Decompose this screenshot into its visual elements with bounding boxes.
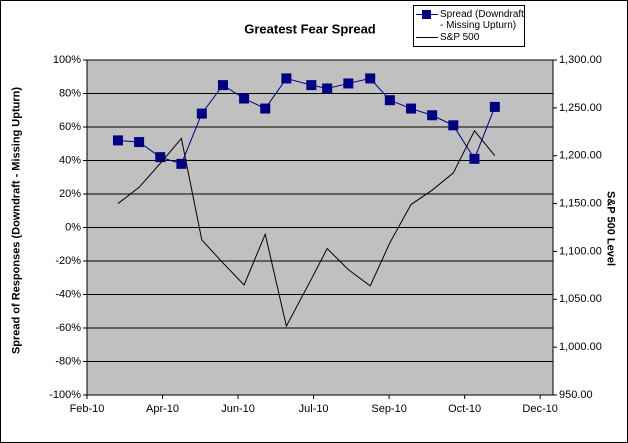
legend-swatch <box>416 10 438 19</box>
x-tick-label: Jun-10 <box>221 403 255 415</box>
x-tick-label: Sep-10 <box>371 403 406 415</box>
y-tick-label: 60% <box>59 121 81 133</box>
y2-tick-label: 1,000.00 <box>559 341 602 353</box>
data-marker <box>112 135 123 146</box>
legend-label: S&P 500 <box>440 32 480 43</box>
x-tick-label: Dec-10 <box>522 403 557 415</box>
legend: Spread (Downdraft - Missing Upturn) S&P 5… <box>413 5 525 47</box>
series-line <box>117 129 496 328</box>
data-marker <box>469 153 480 164</box>
data-marker <box>406 103 417 114</box>
y2-tick-label: 1,150.00 <box>559 197 602 209</box>
y2-tick-label: 1,300.00 <box>559 54 602 66</box>
data-marker <box>155 152 166 163</box>
x-tick-label: Oct-10 <box>448 403 481 415</box>
y-tick-label: -80% <box>55 355 81 367</box>
y-tick-label: 80% <box>59 87 81 99</box>
legend-item: Spread (Downdraft - Missing Upturn) <box>414 9 524 31</box>
data-marker <box>489 101 500 112</box>
data-marker <box>448 120 459 131</box>
data-marker <box>260 103 271 114</box>
data-marker <box>281 73 292 84</box>
y-tick-label: 20% <box>59 188 81 200</box>
y2-tick-label: 1,250.00 <box>559 102 602 114</box>
y-tick-label: -60% <box>55 322 81 334</box>
data-marker <box>217 80 228 91</box>
x-tick-label: Apr-10 <box>146 403 179 415</box>
chart-title: Greatest Fear Spread <box>244 21 376 36</box>
x-tick-label: Feb-10 <box>70 403 105 415</box>
y-tick-label: 100% <box>53 54 81 66</box>
y-tick-label: 40% <box>59 154 81 166</box>
data-marker <box>384 95 395 106</box>
legend-item: S&P 500 <box>414 32 524 43</box>
y-tick-label: -20% <box>55 255 81 267</box>
y2-tick-label: 1,200.00 <box>559 150 602 162</box>
legend-swatch <box>416 37 438 38</box>
data-marker <box>343 78 354 89</box>
y-tick-label: 0% <box>65 221 81 233</box>
data-marker <box>176 158 187 169</box>
data-marker <box>306 80 317 91</box>
y-tick-label: -100% <box>49 389 81 401</box>
data-marker <box>239 93 250 104</box>
data-marker <box>322 83 333 94</box>
data-marker <box>365 73 376 84</box>
x-tick-label: Jul-10 <box>299 403 329 415</box>
y-axis-title: Spread of Responses (Downdraft - Missing… <box>10 86 23 355</box>
data-marker <box>196 108 207 119</box>
y2-tick-label: 1,100.00 <box>559 245 602 257</box>
legend-label: Spread (Downdraft - Missing Upturn) <box>440 9 524 31</box>
y-tick-label: -40% <box>55 288 81 300</box>
data-marker <box>134 137 145 148</box>
data-marker <box>427 110 438 121</box>
y2-tick-label: 1,050.00 <box>559 293 602 305</box>
legend-marker <box>422 10 431 19</box>
y2-axis-title: S&P 500 Level <box>604 190 617 266</box>
y2-tick-label: 950.00 <box>559 389 593 401</box>
